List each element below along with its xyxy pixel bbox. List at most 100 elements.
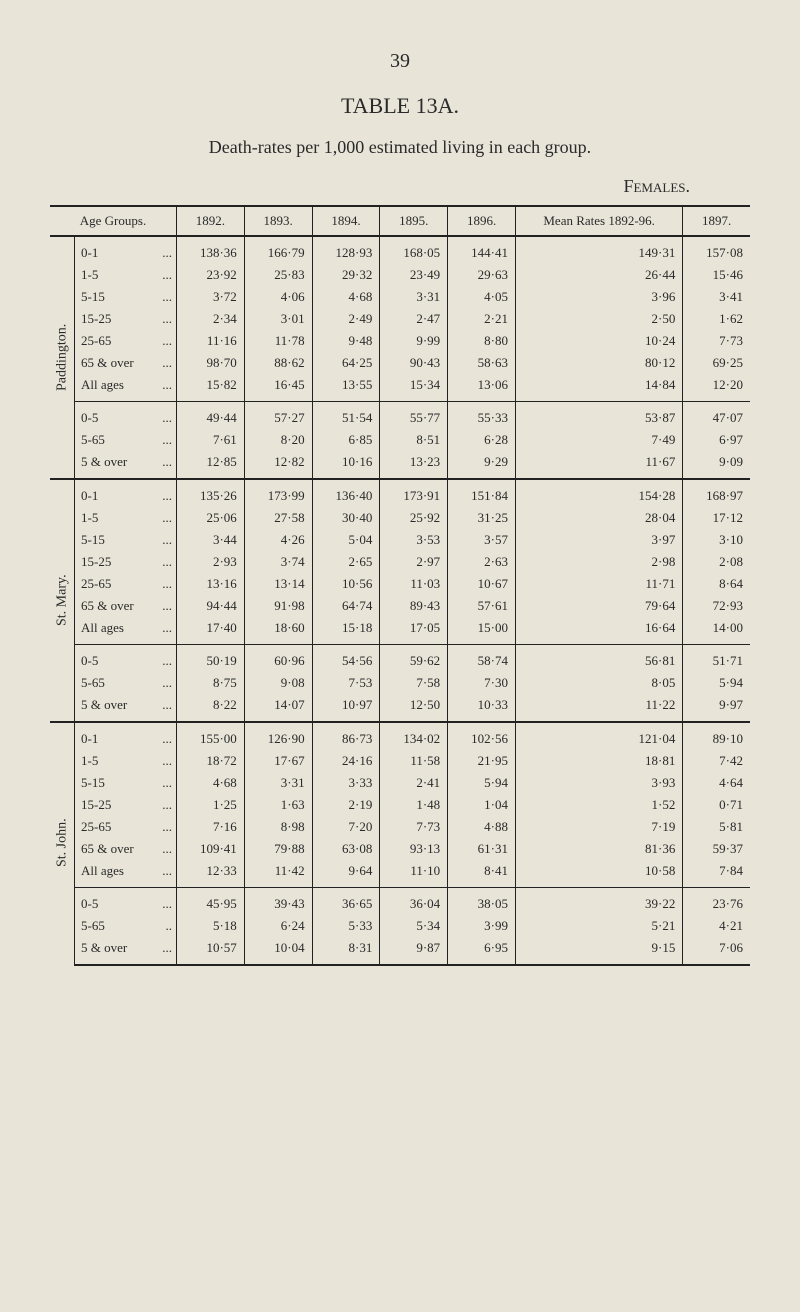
data-cell: 1·04 [448, 794, 516, 816]
data-cell: 69·25 [683, 352, 750, 374]
data-cell: 63·08 [312, 838, 380, 860]
data-cell: 5·81 [683, 816, 750, 838]
district-label: St. John. [50, 722, 75, 965]
data-cell: 11·03 [380, 573, 448, 595]
data-cell: 45·95 [176, 888, 244, 916]
data-cell: 173·91 [380, 479, 448, 507]
data-cell: 8·20 [244, 429, 312, 451]
data-cell: 5·34 [380, 915, 448, 937]
data-cell: 25·92 [380, 507, 448, 529]
data-cell: 11·67 [515, 451, 682, 479]
data-cell: 50·19 [176, 645, 244, 673]
data-cell: 18·72 [176, 750, 244, 772]
age-group-label: 5-65 ... [75, 429, 177, 451]
data-cell: 93·13 [380, 838, 448, 860]
data-cell: 3·33 [312, 772, 380, 794]
data-cell: 15·34 [380, 374, 448, 402]
table-row: 5-15 ...3·444·265·043·533·573·973·10 [50, 529, 750, 551]
data-cell: 13·16 [176, 573, 244, 595]
data-cell: 1·25 [176, 794, 244, 816]
data-cell: 3·57 [448, 529, 516, 551]
data-cell: 5·04 [312, 529, 380, 551]
data-cell: 59·62 [380, 645, 448, 673]
age-group-label: 25-65 ... [75, 573, 177, 595]
data-cell: 13·06 [448, 374, 516, 402]
data-cell: 7·73 [380, 816, 448, 838]
table-row: All ages ...15·8216·4513·5515·3413·0614·… [50, 374, 750, 402]
data-cell: 151·84 [448, 479, 516, 507]
data-cell: 9·08 [244, 672, 312, 694]
data-cell: 3·99 [448, 915, 516, 937]
data-cell: 12·85 [176, 451, 244, 479]
data-cell: 3·31 [380, 286, 448, 308]
data-cell: 155·00 [176, 722, 244, 750]
data-cell: 168·05 [380, 236, 448, 264]
data-cell: 11·58 [380, 750, 448, 772]
data-cell: 98·70 [176, 352, 244, 374]
data-cell: 1·52 [515, 794, 682, 816]
data-cell: 79·88 [244, 838, 312, 860]
data-cell: 55·77 [380, 402, 448, 430]
table-row: 1-5 ...18·7217·6724·1611·5821·9518·817·4… [50, 750, 750, 772]
data-cell: 90·43 [380, 352, 448, 374]
data-cell: 11·16 [176, 330, 244, 352]
document-page: 39 TABLE 13A. Death-rates per 1,000 esti… [0, 0, 800, 1006]
data-cell: 6·28 [448, 429, 516, 451]
data-cell: 4·06 [244, 286, 312, 308]
data-cell: 49·44 [176, 402, 244, 430]
data-cell: 8·51 [380, 429, 448, 451]
table-row: 5-65 ...8·759·087·537·587·308·055·94 [50, 672, 750, 694]
data-cell: 2·97 [380, 551, 448, 573]
table-row: 5-15 ...3·724·064·683·314·053·963·41 [50, 286, 750, 308]
data-cell: 58·74 [448, 645, 516, 673]
data-cell: 8·41 [448, 860, 516, 888]
data-cell: 18·60 [244, 617, 312, 645]
data-cell: 86·73 [312, 722, 380, 750]
data-cell: 173·99 [244, 479, 312, 507]
data-cell: 30·40 [312, 507, 380, 529]
data-cell: 15·00 [448, 617, 516, 645]
table-row: 0-5 ...49·4457·2751·5455·7755·3353·8747·… [50, 402, 750, 430]
data-cell: 7·19 [515, 816, 682, 838]
data-cell: 53·87 [515, 402, 682, 430]
data-cell: 9·09 [683, 451, 750, 479]
data-cell: 7·53 [312, 672, 380, 694]
age-group-label: All ages ... [75, 617, 177, 645]
data-cell: 4·68 [176, 772, 244, 794]
data-cell: 5·18 [176, 915, 244, 937]
age-group-label: 5-15 ... [75, 772, 177, 794]
data-cell: 2·98 [515, 551, 682, 573]
age-group-label: 0-5 ... [75, 888, 177, 916]
data-cell: 51·54 [312, 402, 380, 430]
data-cell: 2·19 [312, 794, 380, 816]
age-group-label: 0-5 ... [75, 402, 177, 430]
data-cell: 51·71 [683, 645, 750, 673]
data-cell: 4·88 [448, 816, 516, 838]
data-cell: 91·98 [244, 595, 312, 617]
age-group-label: 5-65 ... [75, 672, 177, 694]
data-cell: 94·44 [176, 595, 244, 617]
age-group-label: 0-5 ... [75, 645, 177, 673]
table-row: 1-5 ...25·0627·5830·4025·9231·2528·0417·… [50, 507, 750, 529]
age-group-label: 15-25 ... [75, 794, 177, 816]
data-cell: 8·22 [176, 694, 244, 722]
data-cell: 3·96 [515, 286, 682, 308]
table-row: 5 & over ...12·8512·8210·1613·239·2911·6… [50, 451, 750, 479]
data-cell: 17·40 [176, 617, 244, 645]
data-cell: 10·56 [312, 573, 380, 595]
data-cell: 61·31 [448, 838, 516, 860]
data-cell: 7·16 [176, 816, 244, 838]
data-cell: 8·64 [683, 573, 750, 595]
data-cell: 2·63 [448, 551, 516, 573]
data-cell: 6·95 [448, 937, 516, 965]
data-cell: 17·12 [683, 507, 750, 529]
data-cell: 3·74 [244, 551, 312, 573]
data-cell: 27·58 [244, 507, 312, 529]
data-cell: 10·33 [448, 694, 516, 722]
data-cell: 102·56 [448, 722, 516, 750]
header-age-groups: Age Groups. [50, 206, 176, 236]
data-cell: 81·36 [515, 838, 682, 860]
data-cell: 7·84 [683, 860, 750, 888]
data-cell: 2·34 [176, 308, 244, 330]
data-cell: 11·71 [515, 573, 682, 595]
